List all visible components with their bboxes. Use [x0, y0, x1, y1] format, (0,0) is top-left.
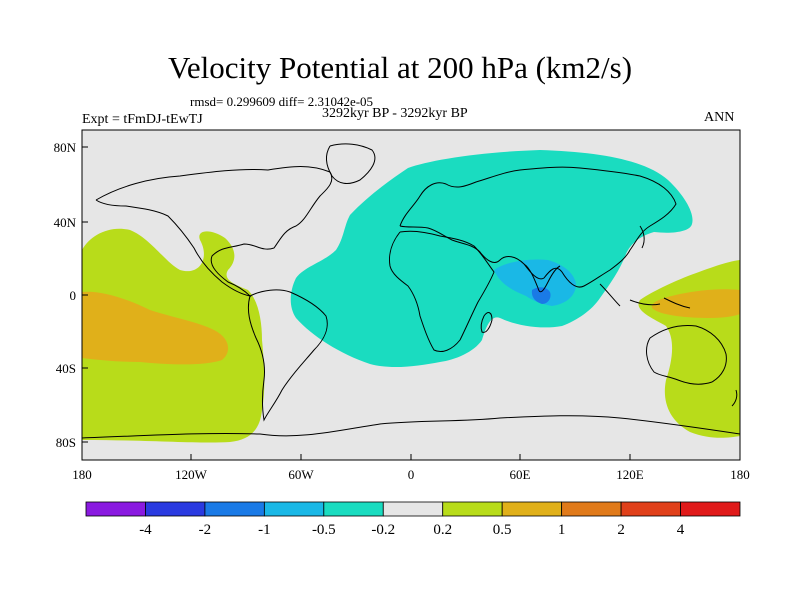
contour-negative-eurasia — [290, 150, 693, 368]
lat-label-80s: 80S — [56, 435, 76, 450]
colorbar-swatch — [263, 501, 325, 517]
lat-label-40n: 40N — [54, 215, 77, 230]
colorbar-swatch — [145, 501, 206, 517]
colorbar-labels: -4 -2 -1 -0.5 -0.2 0.2 0.5 1 2 4 — [139, 522, 685, 538]
colorbar-label: -0.2 — [371, 522, 395, 538]
lon-label-60e: 60E — [510, 467, 531, 482]
lat-label-40s: 40S — [56, 361, 76, 376]
map-frame — [81, 129, 741, 461]
lon-label-120e: 120E — [616, 467, 644, 482]
contour-0-5-pacific — [82, 291, 229, 365]
coastline-new-zealand — [731, 389, 738, 407]
lon-label-120w: 120W — [175, 467, 208, 482]
season-label: ANN — [704, 110, 735, 125]
lon-label-0: 0 — [408, 467, 415, 482]
colorbar-swatch — [501, 501, 563, 517]
contour-minus-1-core — [531, 287, 551, 304]
lon-label-60w: 60W — [288, 467, 314, 482]
coastlines — [82, 143, 740, 439]
coastline-southeast-asia — [599, 283, 691, 309]
colorbar-swatch — [204, 501, 265, 517]
experiment-label: Expt = tFmDJ-tEwTJ — [82, 112, 203, 127]
colorbar-label: 1 — [558, 522, 566, 538]
lon-label-180-east: 180 — [730, 467, 750, 482]
colorbar-label: 0.5 — [493, 522, 512, 538]
colorbar-swatch — [442, 501, 503, 517]
coastline-antarctica — [82, 415, 740, 439]
coastline-africa — [389, 230, 495, 353]
coastline-india — [523, 263, 561, 293]
lat-label-0: 0 — [70, 288, 77, 303]
coastline-eurasia — [399, 166, 677, 288]
colorbar-swatch — [620, 501, 681, 517]
lon-label-180-west: 180 — [72, 467, 92, 482]
colorbar-label: 2 — [617, 522, 625, 538]
coastline-japan — [639, 225, 645, 249]
contour-0-5-west-pacific — [651, 289, 740, 318]
contour-minus-1-indian-ocean — [494, 259, 576, 306]
coastline-greenland — [325, 143, 376, 184]
colorbar-swatch — [85, 501, 146, 517]
contour-fields — [82, 150, 740, 443]
colorbar-label: -0.5 — [312, 522, 336, 538]
colorbar-swatch — [561, 501, 622, 517]
period-label: 3292kyr BP - 3292kyr BP — [322, 106, 468, 121]
colorbar-swatch — [382, 501, 444, 517]
map-title: Velocity Potential at 200 hPa (km2/s) — [167, 50, 633, 85]
coastline-australia — [646, 325, 727, 385]
stats-label: rmsd= 0.299609 diff= 2.31042e-05 — [190, 94, 374, 109]
colorbar — [85, 501, 741, 517]
colorbar-swatch — [680, 501, 741, 517]
colorbar-label: 0.2 — [433, 522, 452, 538]
colorbar-label: 4 — [677, 522, 685, 538]
colorbar-label: -4 — [139, 522, 152, 538]
lat-label-80n: 80N — [54, 140, 77, 155]
colorbar-label: -1 — [258, 522, 271, 538]
coastline-south-america — [247, 289, 328, 422]
coastline-north-america — [95, 166, 333, 297]
coastline-madagascar — [480, 312, 493, 333]
colorbar-label: -2 — [199, 522, 212, 538]
colorbar-swatch — [323, 501, 384, 517]
